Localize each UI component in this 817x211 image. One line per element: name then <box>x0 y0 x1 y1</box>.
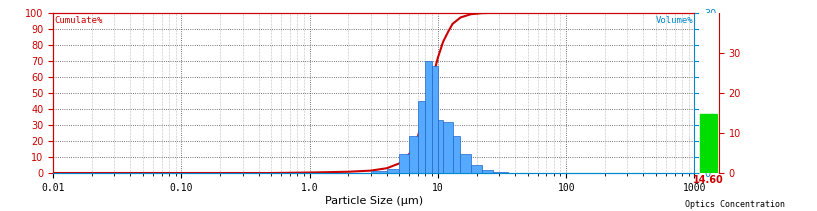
Text: Optics Concentration: Optics Concentration <box>685 200 785 209</box>
Bar <box>438 120 443 173</box>
Bar <box>400 154 409 173</box>
Text: 14.60: 14.60 <box>694 175 724 185</box>
Text: Cumulate%: Cumulate% <box>55 16 103 25</box>
Bar <box>387 169 400 173</box>
Bar <box>443 122 453 173</box>
Bar <box>418 101 426 173</box>
Bar <box>461 154 471 173</box>
Bar <box>432 66 438 173</box>
Bar <box>371 171 387 173</box>
Bar <box>426 61 432 173</box>
Bar <box>493 172 507 173</box>
Bar <box>700 115 717 173</box>
X-axis label: Particle Size (μm): Particle Size (μm) <box>324 196 423 206</box>
Bar <box>453 136 461 173</box>
Bar <box>471 165 482 173</box>
Text: Volume%: Volume% <box>655 16 693 25</box>
Bar <box>482 170 493 173</box>
Bar <box>409 136 418 173</box>
